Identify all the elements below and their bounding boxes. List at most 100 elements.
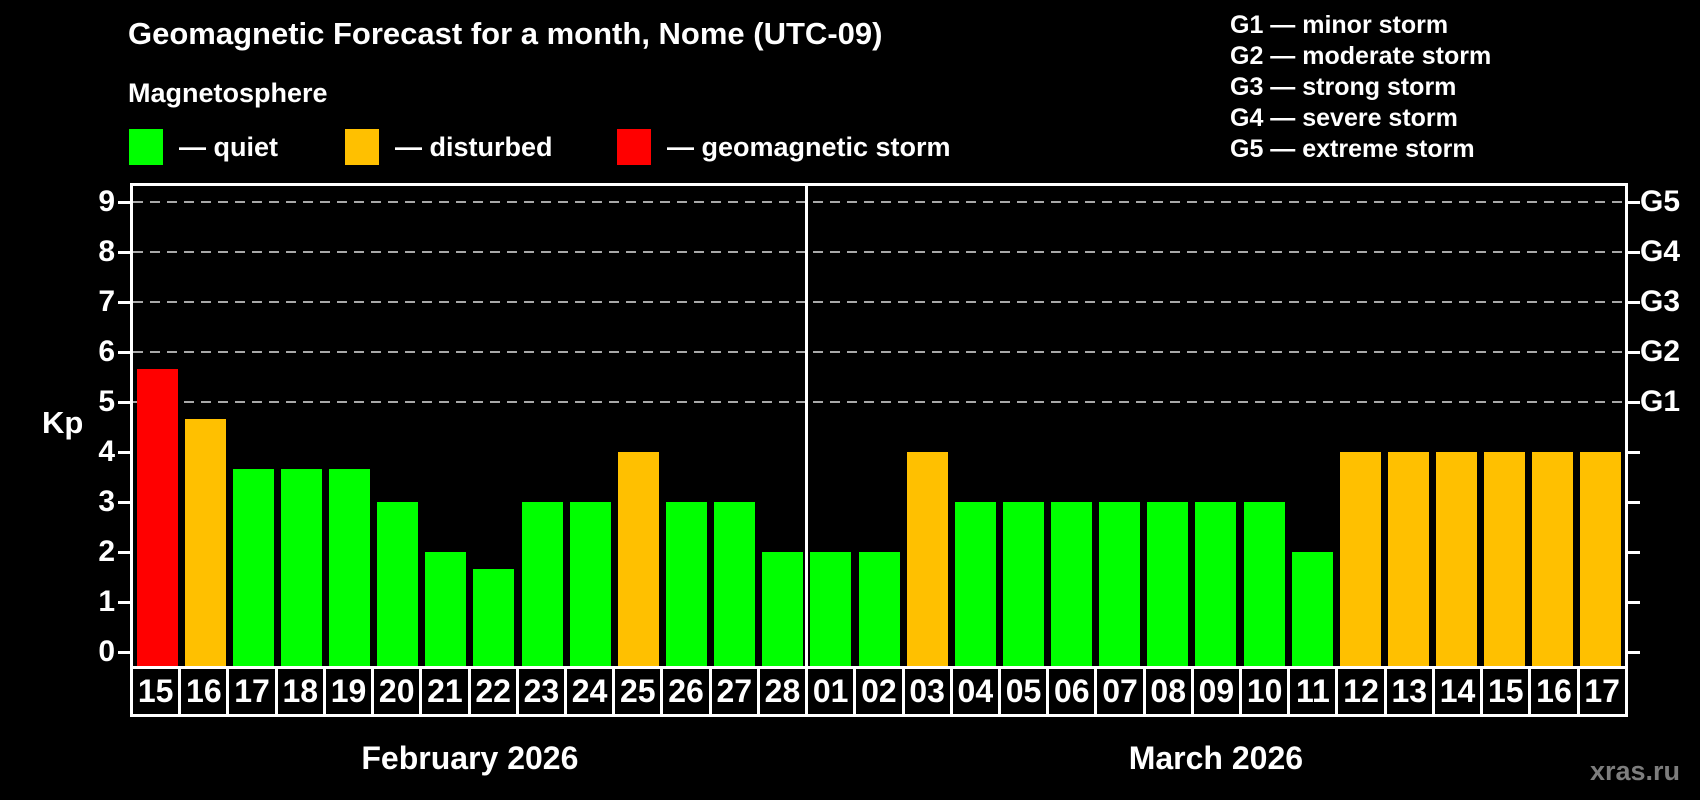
date-cell-label: 05 — [1005, 673, 1042, 709]
kp-bar — [906, 452, 948, 668]
date-cell-label: 02 — [861, 673, 897, 709]
y-tick-left-9 — [118, 200, 130, 204]
month-separator — [805, 186, 809, 668]
date-cell: 26 — [660, 669, 708, 714]
y-tick-label-5: 5 — [98, 385, 115, 418]
date-cell: 25 — [612, 669, 660, 714]
legend-disturbed-label: — disturbed — [395, 131, 553, 162]
kp-bar — [377, 502, 419, 668]
date-cell-label: 27 — [716, 673, 753, 709]
kp-bar — [473, 568, 515, 668]
g-axis-label-g2: G2 — [1640, 335, 1681, 368]
legend-item-storm: — geomagnetic storm — [617, 125, 951, 169]
date-cell: 23 — [515, 669, 564, 714]
y-tick-left-5 — [118, 400, 130, 404]
kp-bar — [858, 552, 900, 668]
date-cell: 15 — [1480, 669, 1528, 714]
page-title: Geomagnetic Forecast for a month, Nome (… — [128, 16, 883, 51]
y-tick-right-0 — [1628, 650, 1640, 654]
month-label-0: February 2026 — [361, 740, 579, 776]
kp-bar — [569, 502, 611, 668]
y-tick-left-1 — [118, 600, 130, 604]
legend-storm-label: — geomagnetic storm — [667, 131, 951, 162]
kp-bar — [1339, 452, 1381, 668]
kp-bar — [136, 368, 178, 668]
date-cell: 19 — [322, 669, 371, 714]
kp-bar — [280, 468, 322, 668]
date-cell-label: 18 — [282, 673, 319, 709]
date-cell: 28 — [756, 669, 805, 714]
kp-bar — [425, 552, 467, 668]
y-tick-right-6 — [1628, 350, 1640, 354]
kp-bar — [617, 452, 659, 668]
date-cell: 11 — [1287, 669, 1335, 714]
date-cell: 01 — [805, 669, 853, 714]
grid-line-kp7 — [133, 301, 1625, 303]
g5-legend-line: G5 — extreme storm — [1230, 135, 1475, 163]
kp-bar — [1147, 502, 1189, 668]
date-cell: 09 — [1190, 669, 1239, 714]
g4-legend-line: G4 — severe storm — [1230, 104, 1458, 132]
y-tick-label-1: 1 — [98, 585, 115, 618]
date-cell-label: 11 — [1295, 673, 1330, 709]
y-tick-left-4 — [118, 450, 130, 454]
kp-bar — [762, 552, 804, 668]
g-axis-label-g4: G4 — [1640, 235, 1681, 268]
date-cell-label: 26 — [668, 673, 704, 709]
date-cell: 02 — [853, 669, 901, 714]
kp-bar — [232, 468, 274, 668]
y-tick-right-8 — [1628, 250, 1640, 254]
watermark: xras.ru — [1589, 756, 1680, 786]
date-cell-label: 19 — [330, 673, 367, 709]
kp-bar — [1484, 452, 1526, 668]
date-cell-label: 04 — [957, 673, 994, 709]
date-cell-label: 14 — [1439, 673, 1476, 709]
date-cell-label: 16 — [1536, 673, 1572, 709]
date-cell-label: 15 — [1487, 673, 1524, 709]
g-axis-label-g3: G3 — [1640, 285, 1681, 318]
date-cell: 08 — [1142, 669, 1191, 714]
date-cell-label: 08 — [1150, 673, 1186, 709]
date-cell: 20 — [371, 669, 419, 714]
kp-bar — [1002, 502, 1044, 668]
y-tick-left-7 — [118, 300, 130, 304]
date-cell-label: 17 — [234, 673, 270, 709]
date-cell: 17 — [226, 669, 274, 714]
date-cell-label: 21 — [427, 673, 463, 709]
date-cell-label: 01 — [812, 673, 849, 709]
date-cell-label: 13 — [1391, 673, 1428, 709]
date-cell: 12 — [1335, 669, 1383, 714]
date-cell: 27 — [708, 669, 757, 714]
date-cell-label: 16 — [186, 673, 222, 709]
date-cell: 16 — [178, 669, 226, 714]
storm-color-swatch — [617, 129, 651, 165]
date-axis-row: 15 16 17 18 19 20 21 22 23 24 25 26 27 28 01 02 03 04 05 06… — [130, 666, 1628, 717]
kp-bar — [1099, 502, 1141, 668]
date-cell: 14 — [1431, 669, 1480, 714]
kp-bar — [329, 468, 371, 668]
disturbed-color-swatch — [345, 129, 379, 165]
legend-item-disturbed: — disturbed — [345, 125, 553, 169]
date-cell-label: 09 — [1198, 673, 1235, 709]
g-axis-label-g1: G1 — [1640, 385, 1681, 418]
date-cell: 06 — [1046, 669, 1094, 714]
kp-bar — [1532, 452, 1574, 668]
date-cell-label: 15 — [137, 673, 174, 709]
y-tick-label-7: 7 — [98, 285, 115, 318]
date-cell: 03 — [901, 669, 950, 714]
magnetosphere-heading: Magnetosphere — [128, 78, 328, 108]
date-cell: 10 — [1239, 669, 1287, 714]
month-label-1: March 2026 — [1128, 740, 1304, 776]
date-cell-label: 23 — [523, 673, 560, 709]
kp-bar — [1580, 452, 1622, 668]
kp-bar — [1051, 502, 1093, 668]
date-cell-label: 10 — [1246, 673, 1283, 709]
y-tick-label-2: 2 — [98, 535, 115, 568]
date-cell-label: 03 — [909, 673, 945, 709]
kp-bar — [521, 502, 563, 668]
date-cell-label: 06 — [1053, 673, 1090, 709]
y-tick-right-1 — [1628, 600, 1640, 604]
y-tick-label-8: 8 — [98, 235, 115, 268]
date-cell-label: 12 — [1343, 673, 1379, 709]
date-cell: 05 — [997, 669, 1046, 714]
